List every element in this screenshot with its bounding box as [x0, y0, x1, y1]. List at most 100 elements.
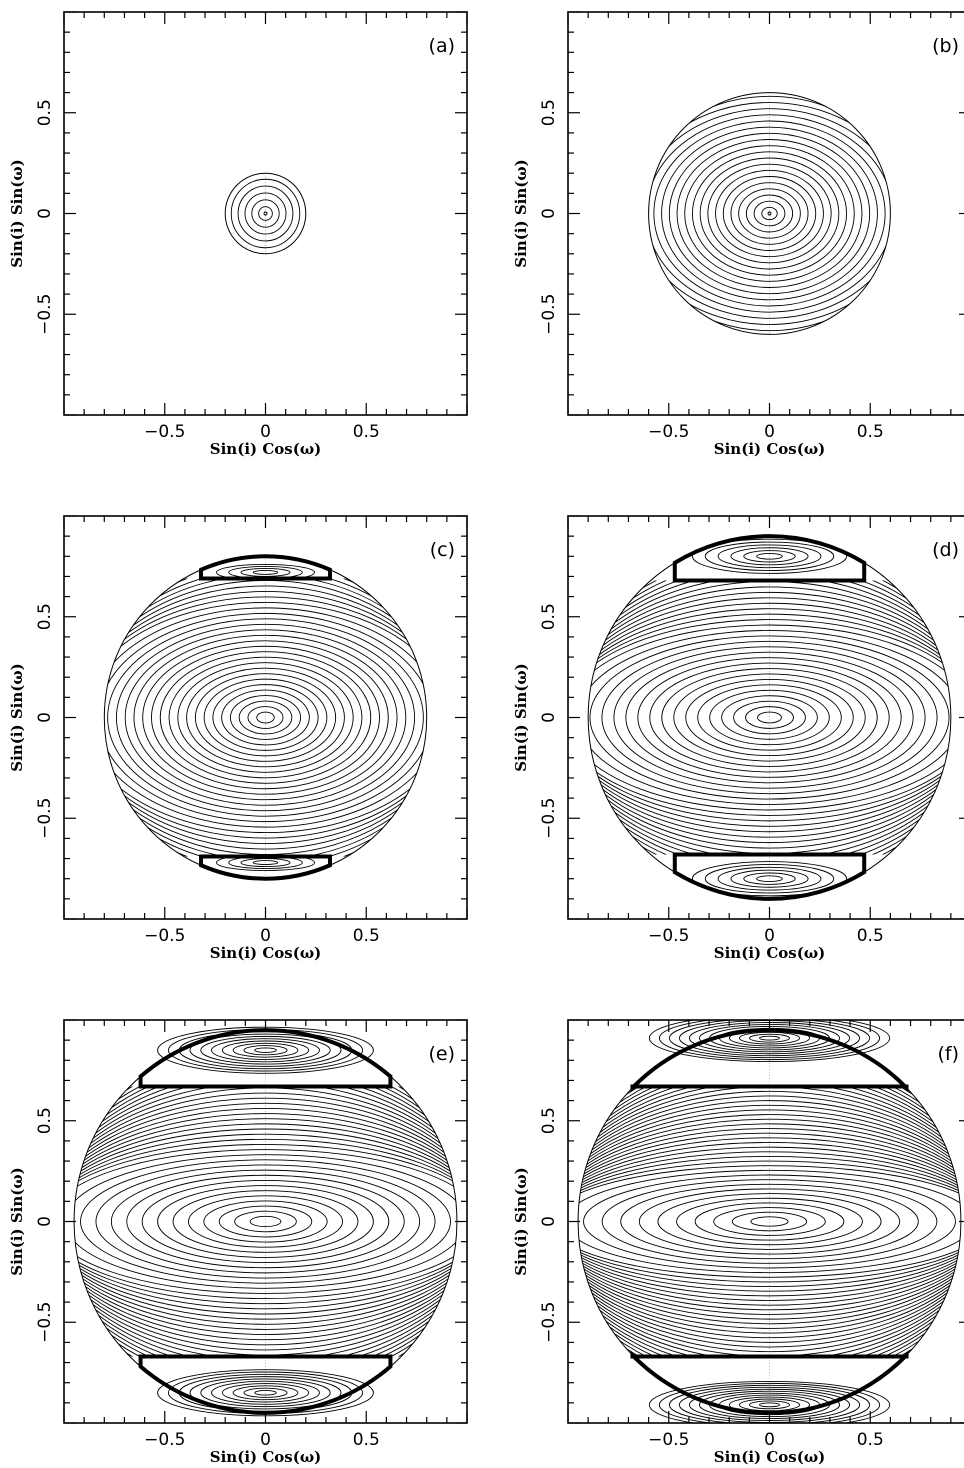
- circulation-contour: [578, 1142, 961, 1301]
- y-tick-label: 0.5: [35, 1107, 55, 1134]
- circulation-contour: [74, 1138, 457, 1305]
- circulation-contour: [172, 1190, 359, 1253]
- circulation-contour: [588, 580, 951, 855]
- y-axis-title: Sin(i) Sin(ω): [512, 159, 530, 267]
- circulation-contour: [657, 1193, 882, 1250]
- circulation-contour: [730, 182, 809, 245]
- circulation-contour: [238, 700, 293, 735]
- circulation-contour: [251, 199, 280, 228]
- libration-contour: [228, 856, 303, 870]
- libration-contour: [232, 1385, 299, 1401]
- circulation-contour: [168, 656, 363, 779]
- circulation-contour: [237, 185, 294, 242]
- circulation-contour: [668, 132, 871, 295]
- libration-contour: [216, 854, 315, 872]
- circulation-contour: [578, 1114, 961, 1329]
- circulation-contour: [588, 586, 951, 849]
- separatrix: [138, 1028, 393, 1089]
- circulation-contour: [745, 194, 794, 233]
- circulation-contour: [229, 695, 302, 740]
- circulation-contour: [74, 1118, 457, 1325]
- libration-contour: [254, 1047, 277, 1053]
- circulation-contour: [661, 126, 878, 301]
- circulation-contour: [676, 1197, 863, 1246]
- circulation-contour: [601, 640, 938, 795]
- circulation-contour: [588, 619, 951, 816]
- circulation-contour: [588, 613, 951, 822]
- y-tick-label: 0.5: [539, 603, 559, 630]
- circulation-contour: [578, 1118, 961, 1325]
- separatrix: [672, 852, 867, 901]
- x-tick-label: 0.5: [857, 422, 884, 442]
- circulation-contour: [578, 1146, 961, 1297]
- circulation-contour: [649, 662, 890, 773]
- circulation-contour: [187, 1195, 344, 1248]
- circulation-contour: [142, 640, 389, 795]
- circulation-contour: [249, 1215, 282, 1228]
- circulation-contour: [721, 695, 818, 740]
- libration-contour: [200, 1378, 331, 1408]
- libration-contour: [658, 1020, 881, 1061]
- y-tick-label: 0: [539, 1216, 559, 1227]
- circulation-contour: [578, 1109, 961, 1334]
- panel-label: (f): [937, 1043, 959, 1065]
- circulation-contour: [578, 1123, 961, 1320]
- circulation-contour: [578, 1151, 961, 1292]
- circulation-contour: [648, 95, 891, 332]
- circulation-contour: [699, 157, 840, 270]
- x-tick-label: −0.5: [648, 1430, 689, 1450]
- y-tick-label: −0.5: [539, 294, 559, 335]
- x-tick-label: 0: [260, 926, 271, 946]
- y-tick-label: 0.5: [539, 1107, 559, 1134]
- panel-a: −0.5 0 0.5 −0.5 0 0.5 Sin(i) Cos(ω) Sin(i) Sin(…: [8, 11, 468, 458]
- libration-contour: [717, 544, 822, 569]
- separatrix: [199, 854, 332, 881]
- circulation-contour: [218, 1205, 313, 1238]
- circulation-contour: [74, 1102, 457, 1341]
- circulation-contour: [74, 1123, 457, 1320]
- y-tick-label: 0: [539, 712, 559, 723]
- libration-contour: [691, 861, 848, 897]
- circulation-contour: [713, 1207, 826, 1236]
- y-tick-label: −0.5: [35, 294, 55, 335]
- circulation-contour: [104, 607, 427, 828]
- x-axis-title: Sin(i) Cos(ω): [210, 944, 321, 962]
- circulation-contour: [583, 1174, 956, 1269]
- libration-contour: [211, 1038, 320, 1063]
- circulation-contour: [731, 1211, 808, 1232]
- circulation-contour: [707, 163, 832, 264]
- libration-contour: [743, 872, 796, 885]
- circulation-contour: [578, 1086, 961, 1357]
- circulation-contour: [578, 1132, 961, 1311]
- x-tick-label: 0.5: [353, 422, 380, 442]
- libration-lobe-bottom: [138, 1354, 393, 1417]
- circulation-contour: [221, 689, 310, 746]
- y-tick-label: 0: [35, 712, 55, 723]
- libration-contour: [243, 1387, 288, 1398]
- circulation-contour: [588, 580, 951, 855]
- circulation-contour: [578, 1086, 961, 1357]
- panel-label: (c): [430, 539, 455, 561]
- x-tick-label: 0: [764, 422, 775, 442]
- panel-label: (a): [429, 35, 455, 57]
- separatrix: [630, 1028, 909, 1093]
- circulation-contour: [588, 624, 951, 811]
- x-tick-label: −0.5: [648, 422, 689, 442]
- circulation-contour: [578, 1160, 961, 1283]
- circulation-contour: [104, 596, 427, 839]
- circulation-contour: [104, 612, 427, 823]
- libration-contour: [668, 1020, 871, 1059]
- libration-contour: [648, 1380, 891, 1423]
- circulation-contour: [691, 151, 848, 276]
- circulation-contour: [578, 1128, 961, 1315]
- x-axis-title: Sin(i) Cos(ω): [714, 440, 825, 458]
- libration-contour: [730, 547, 809, 566]
- libration-contour: [749, 1033, 790, 1043]
- contour-group: [73, 1026, 458, 1417]
- circulation-contour: [684, 145, 855, 282]
- circulation-contour: [638, 1188, 901, 1255]
- circulation-contour: [676, 139, 863, 288]
- circulation-contour: [578, 1165, 961, 1278]
- circulation-contour: [141, 1179, 390, 1264]
- circulation-contour: [588, 630, 951, 805]
